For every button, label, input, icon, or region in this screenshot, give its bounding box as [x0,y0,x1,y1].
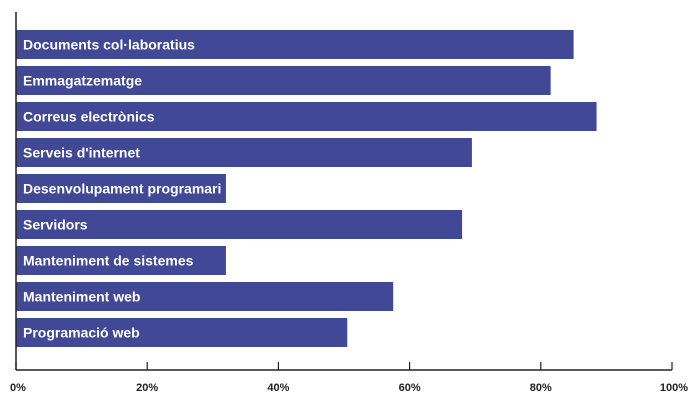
bar-label-4: Desenvolupament programari [23,181,221,197]
bar-3 [16,138,472,167]
bar-2 [16,102,597,131]
x-tick-label-1: 20% [136,382,158,394]
bar-0 [16,30,574,59]
x-tick-label-0: 0% [10,382,26,394]
bar-1 [16,66,551,95]
x-tick-label-2: 40% [267,382,289,394]
bars-group: Documents col·laboratius Emmagatzematge Co… [16,30,597,347]
x-tick-label-5: 100% [660,382,688,394]
bar-5 [16,210,463,239]
bar-label-6: Manteniment de sistemes [23,253,194,269]
bar-8 [16,318,348,347]
x-axis: 0% 20% 40% 60% 80% 100% [10,12,688,394]
bar-6 [16,246,226,275]
bar-7 [16,282,394,311]
bar-4 [16,174,226,203]
bar-label-1: Emmagatzematge [23,73,142,89]
x-tick-label-3: 60% [399,382,421,394]
x-tick-label-4: 80% [530,382,552,394]
bar-label-3: Serveis d'internet [23,145,140,161]
bar-label-0: Documents col·laboratius [23,37,195,53]
bar-label-5: Servidors [23,217,88,233]
bar-label-7: Manteniment web [23,289,140,305]
bar-label-8: Programació web [23,325,140,341]
bar-label-2: Correus electrònics [23,109,155,125]
